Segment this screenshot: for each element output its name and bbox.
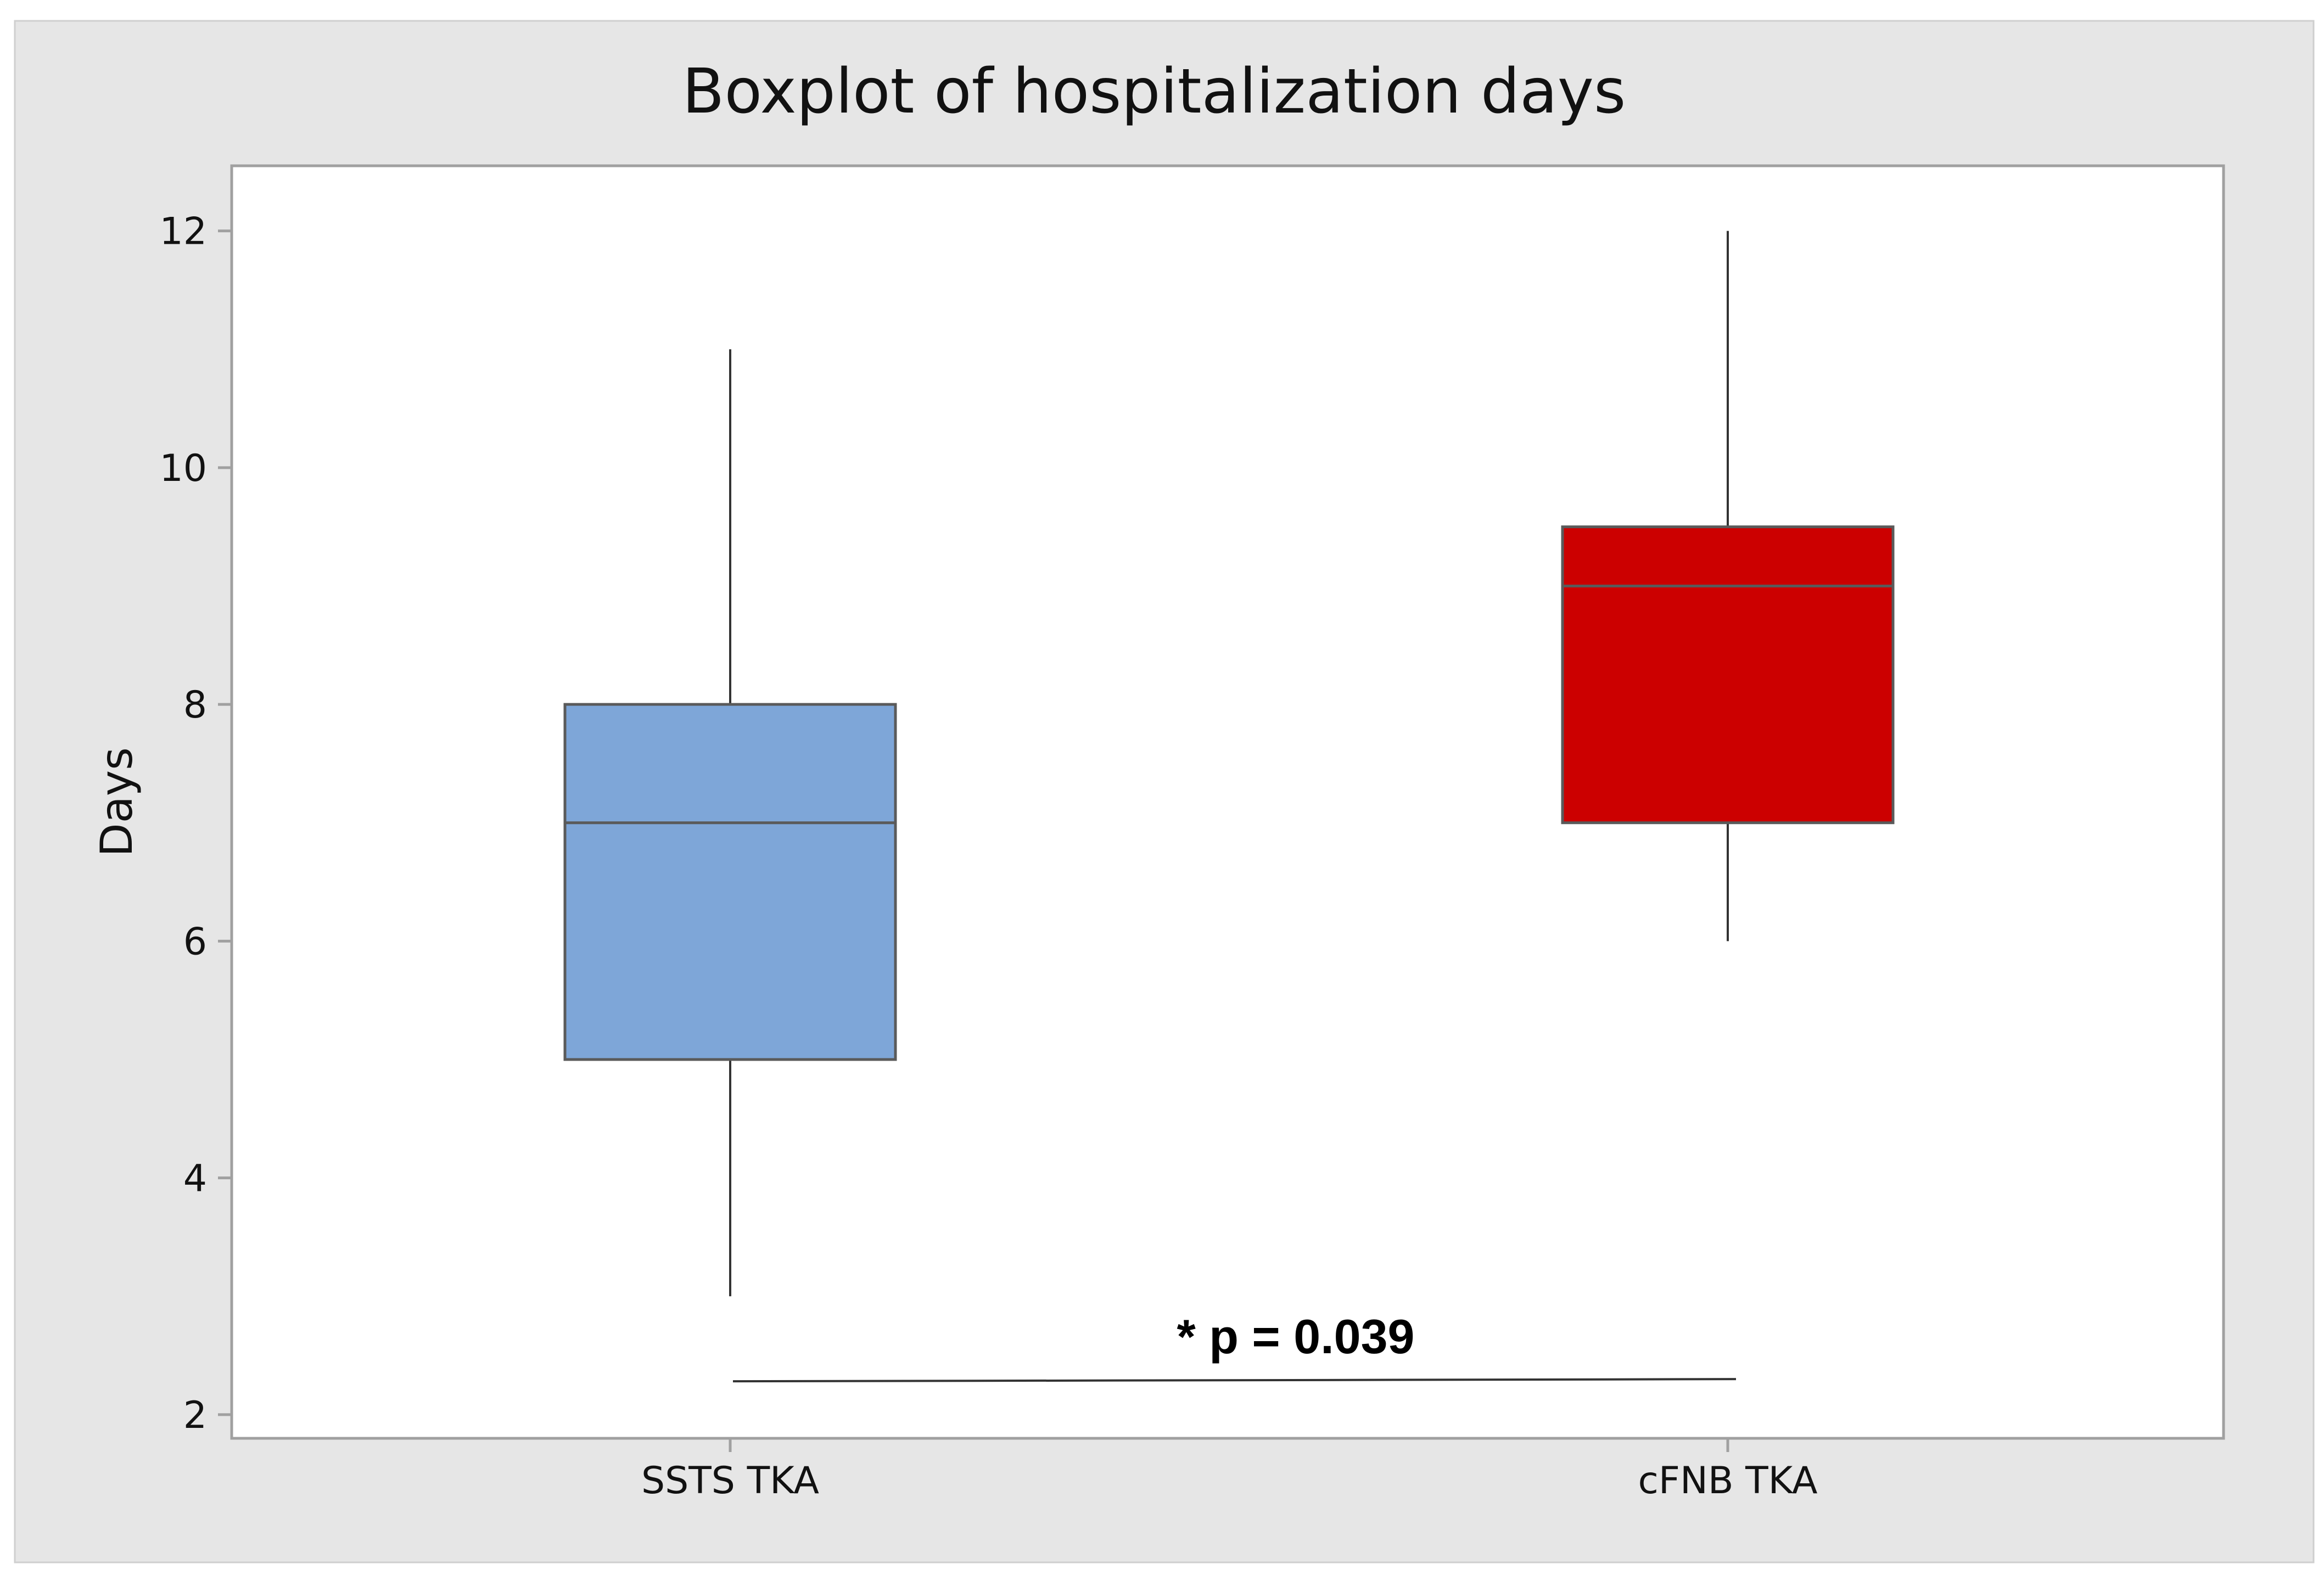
y-tick-label: 6 bbox=[183, 920, 207, 963]
significance-annotation: * p = 0.039 bbox=[732, 1309, 1737, 1383]
significance-label: * p = 0.039 bbox=[1177, 1309, 1415, 1364]
plot-area bbox=[230, 164, 2225, 1440]
significance-bar bbox=[732, 1378, 1737, 1383]
y-tick-label: 2 bbox=[183, 1394, 207, 1437]
box-group bbox=[1561, 231, 1895, 941]
x-tick-label: cFNB TKA bbox=[1638, 1459, 1817, 1503]
y-tick-label: 12 bbox=[159, 210, 207, 254]
y-tick-label: 8 bbox=[183, 683, 207, 727]
box-group bbox=[563, 349, 897, 1297]
y-axis-label: Days bbox=[91, 747, 142, 857]
y-tick-label: 4 bbox=[183, 1157, 207, 1201]
y-axis: 2 4 6 8 10 12 bbox=[159, 210, 232, 1437]
box-iqr bbox=[1561, 525, 1895, 825]
box-series bbox=[563, 231, 1895, 1297]
box-iqr bbox=[563, 703, 897, 1061]
chart-title: Boxplot of hospitalization days bbox=[682, 56, 1626, 127]
y-tick-label: 10 bbox=[159, 447, 207, 490]
x-tick-label: SSTS TKA bbox=[641, 1459, 819, 1503]
x-axis: SSTS TKA cFNB TKA bbox=[641, 1438, 1818, 1503]
